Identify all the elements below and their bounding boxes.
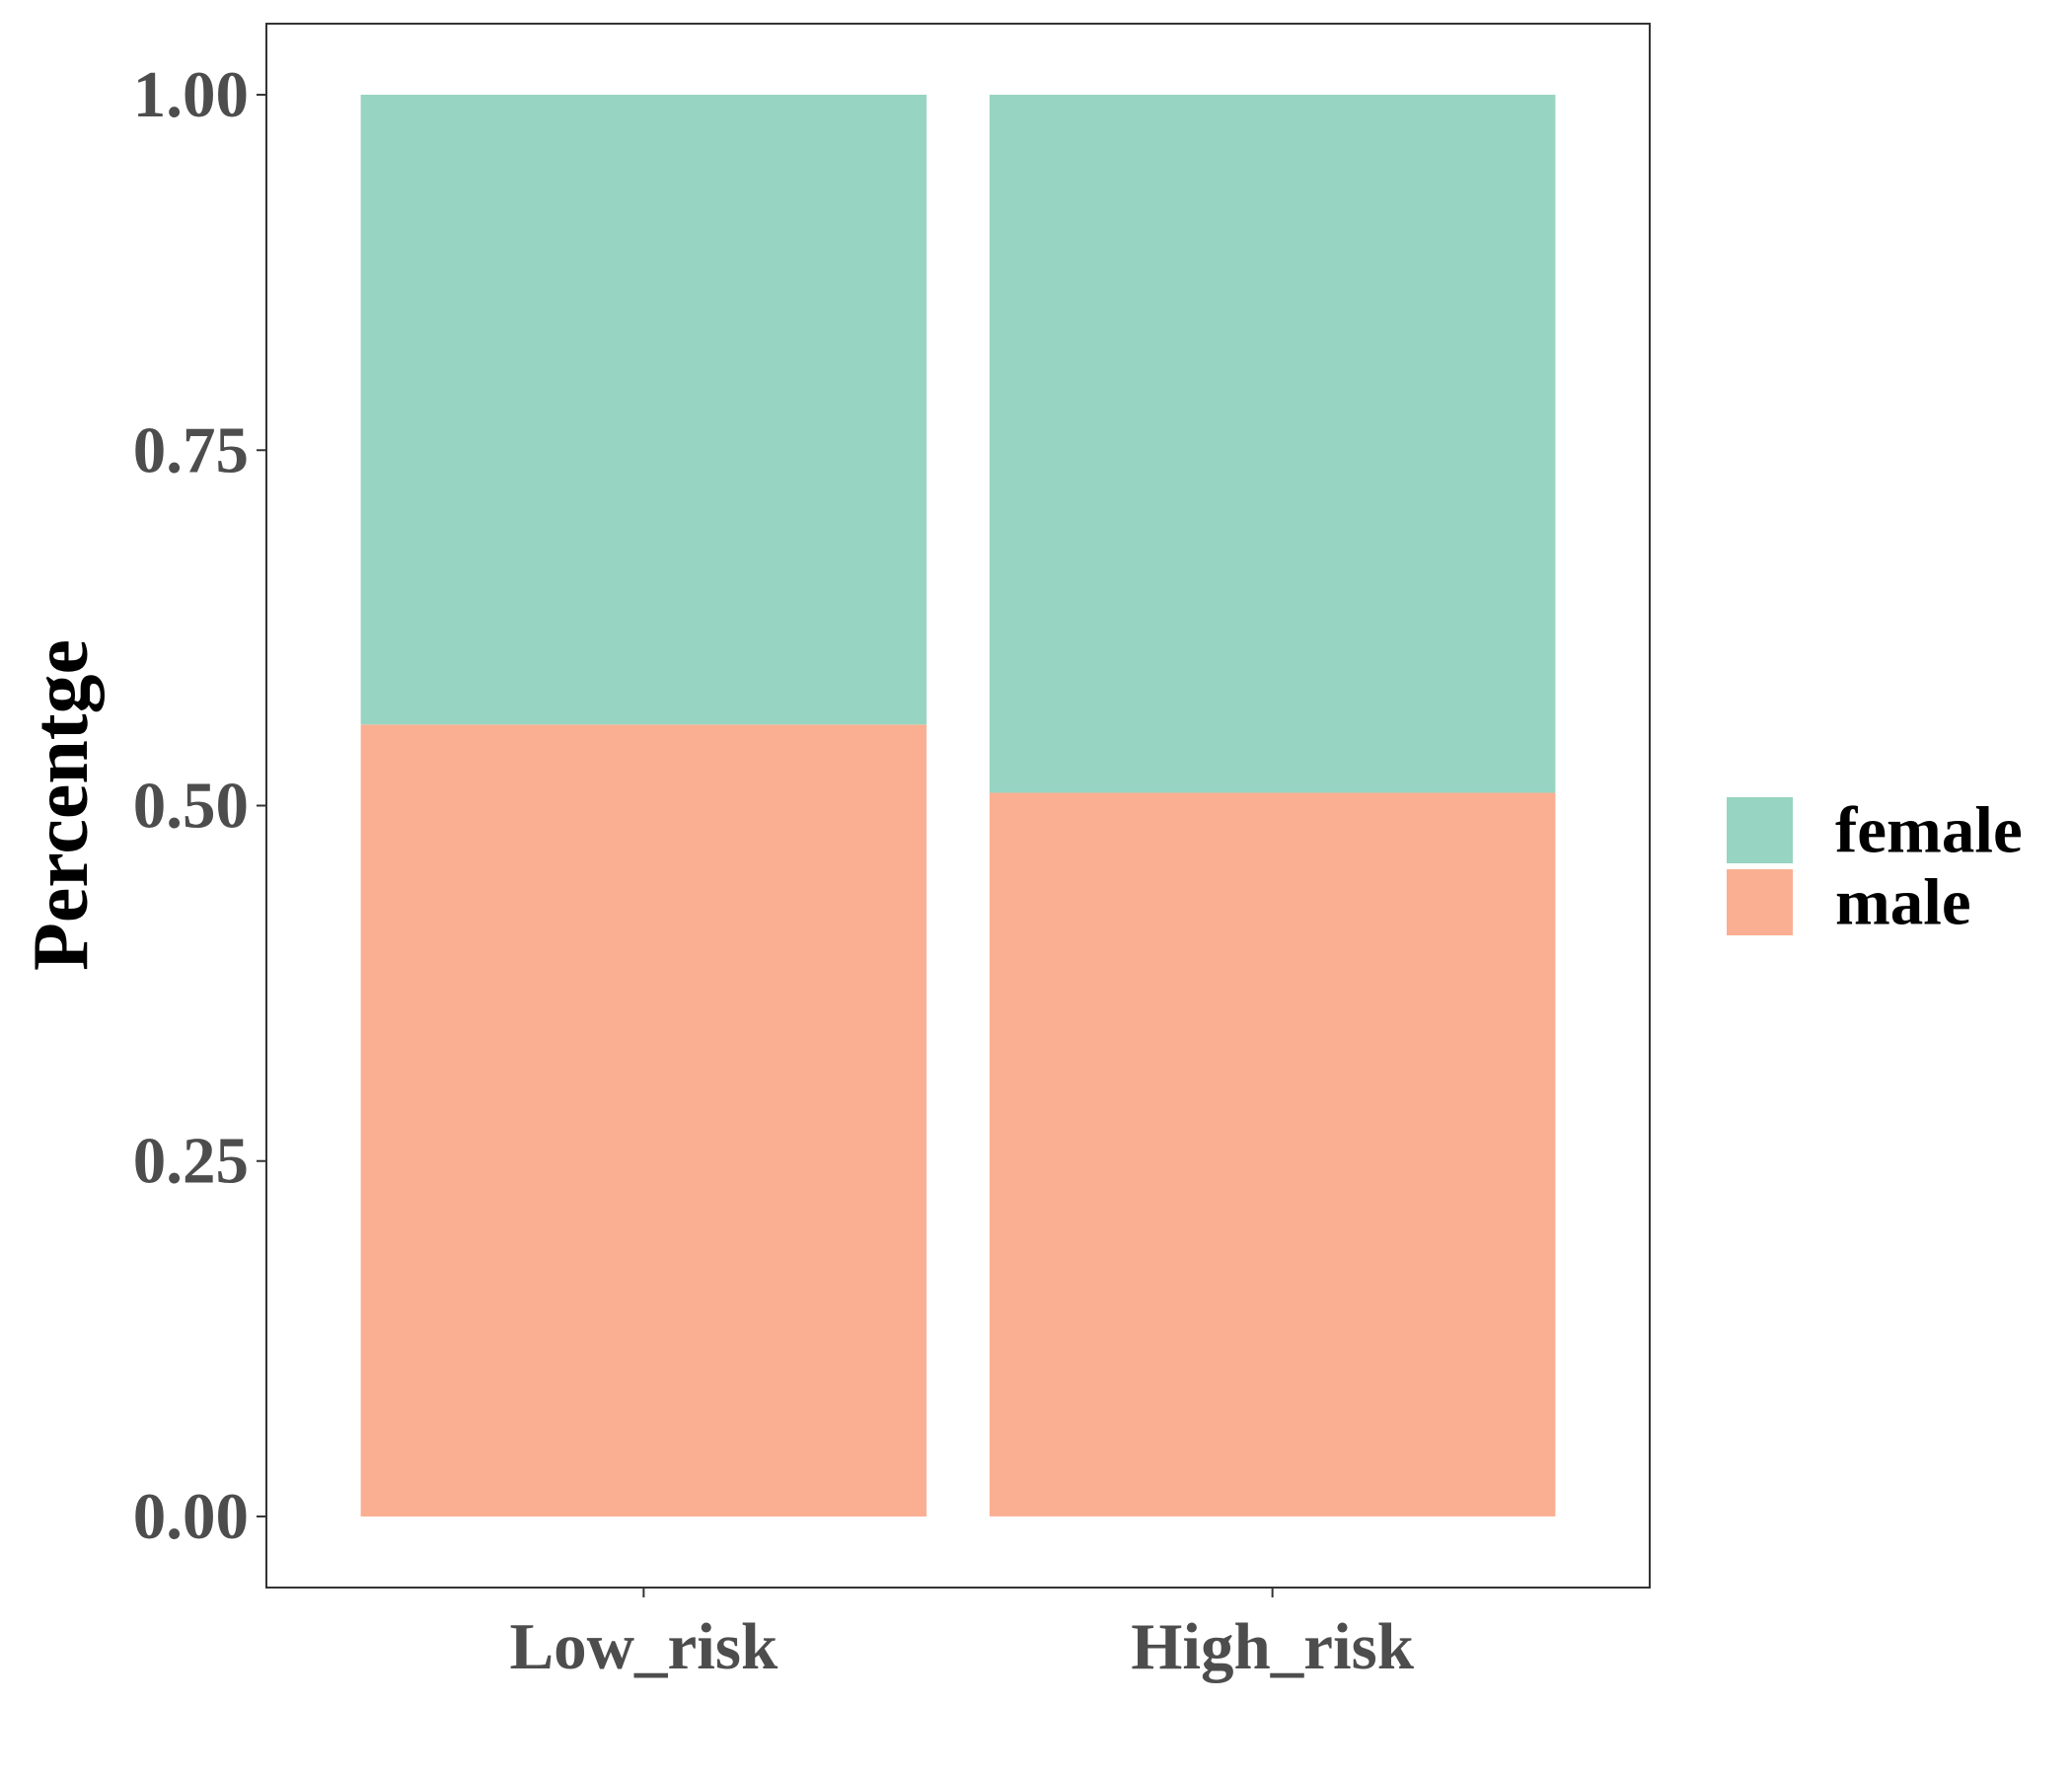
y-tick-label: 0.75 — [133, 413, 249, 486]
legend-label-male: male — [1835, 866, 1971, 939]
y-tick-label: 0.50 — [133, 770, 249, 843]
x-tick-label-low-risk: Low_risk — [509, 1610, 778, 1683]
bar-high-risk-female — [989, 95, 1556, 793]
bar-high-risk-male — [989, 792, 1556, 1517]
y-tick-label: 0.00 — [133, 1480, 249, 1553]
x-tick-label-high-risk: High_risk — [1131, 1610, 1414, 1683]
y-axis-title: Percentge — [18, 639, 105, 971]
bar-low-risk-male — [360, 724, 927, 1517]
y-tick-label: 0.25 — [133, 1125, 249, 1198]
y-tick-label: 1.00 — [133, 58, 249, 131]
legend-label-female: female — [1835, 794, 2023, 867]
legend-key-male — [1727, 869, 1793, 935]
legend-key-female — [1727, 797, 1793, 863]
bar-low-risk-female — [360, 95, 927, 725]
